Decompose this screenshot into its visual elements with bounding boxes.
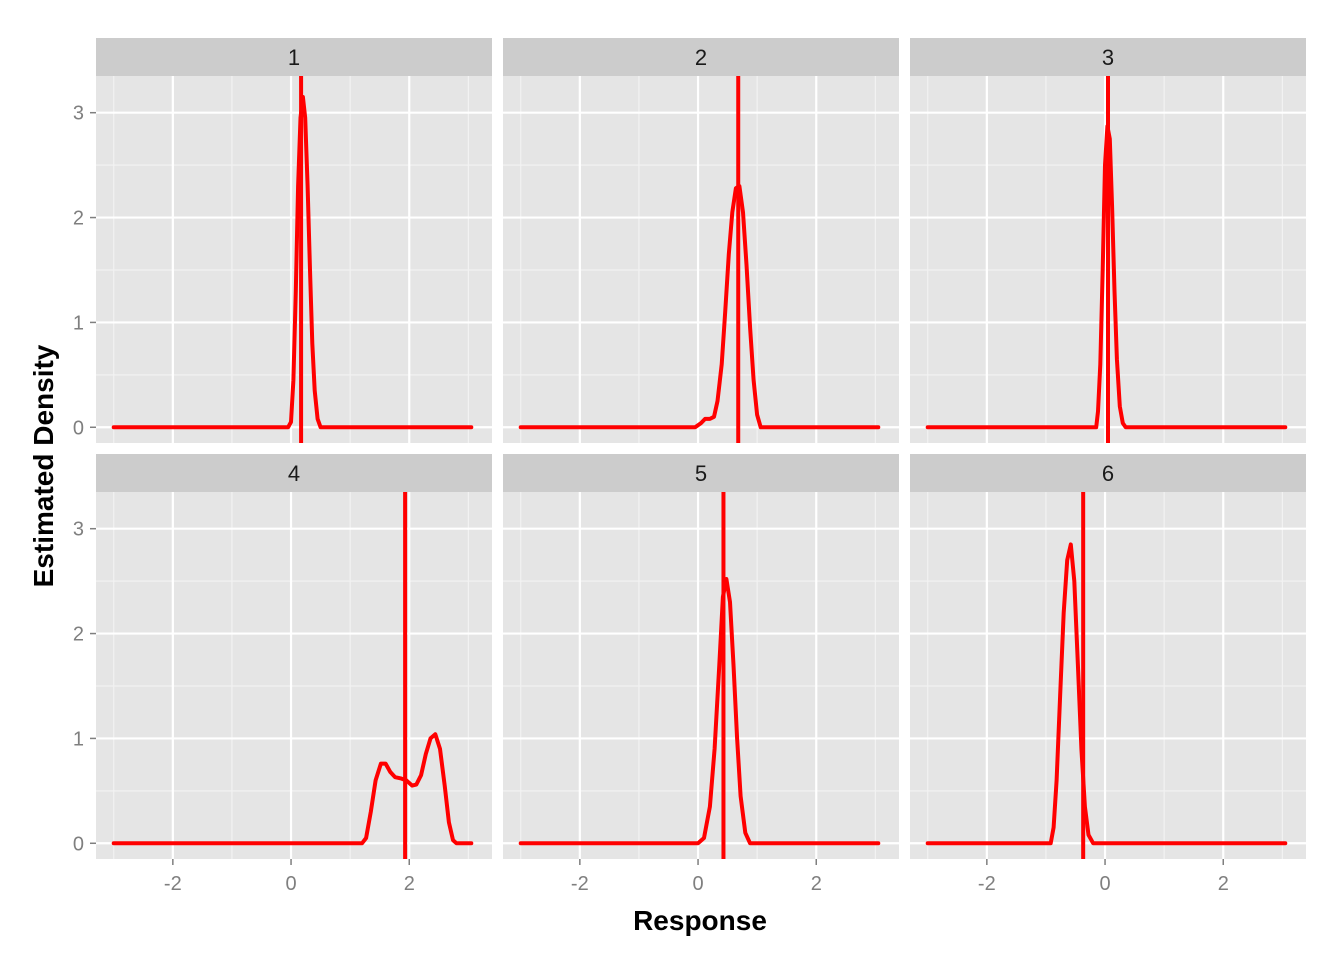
- facet-strip: [503, 38, 899, 76]
- x-tick-label: 0: [285, 873, 296, 895]
- facet-strip: [96, 38, 492, 76]
- facet-strip-label: 6: [1102, 461, 1114, 486]
- density-curve: [518, 577, 881, 846]
- facet-panels: 1 2 3 4 5 6: [96, 38, 1306, 859]
- facet-panel-2: 2: [503, 38, 899, 443]
- y-tick-label: 0: [73, 417, 84, 439]
- x-tick-label: -2: [571, 873, 589, 895]
- facet-strip-label: 1: [288, 45, 300, 70]
- x-tick-label: 2: [404, 873, 415, 895]
- x-tick-label: -2: [164, 873, 182, 895]
- density-curve: [925, 542, 1288, 846]
- facet-strip-label: 5: [695, 461, 707, 486]
- panel-background: [503, 76, 899, 443]
- facet-panel-4: 4: [96, 454, 492, 859]
- x-tick-label: 2: [811, 873, 822, 895]
- facet-strip: [910, 454, 1306, 492]
- facet-panel-3: 3: [910, 38, 1306, 443]
- facet-strip-label: 2: [695, 45, 707, 70]
- facet-panel-6: 6: [910, 454, 1306, 859]
- x-tick-label: 0: [1099, 873, 1110, 895]
- axes: 0 1 2 3 0 1 2 3 -2 0 2 -2 0 2 -2 0 2: [73, 103, 1229, 895]
- y-tick-label: 1: [73, 312, 84, 334]
- y-tick-label: 2: [73, 624, 84, 646]
- panel-background: [503, 492, 899, 859]
- y-tick-label: 3: [73, 103, 84, 125]
- panel-background: [910, 492, 1306, 859]
- y-tick-label: 2: [73, 208, 84, 230]
- facet-strip-label: 4: [288, 461, 300, 486]
- panel-background: [96, 492, 492, 859]
- facet-strip: [96, 454, 492, 492]
- facet-panel-5: 5: [503, 454, 899, 859]
- y-tick-label: 1: [73, 728, 84, 750]
- x-tick-label: 2: [1218, 873, 1229, 895]
- x-tick-label: -2: [978, 873, 996, 895]
- facet-strip-label: 3: [1102, 45, 1114, 70]
- x-axis-title: Response: [633, 905, 767, 936]
- density-curve: [111, 732, 474, 846]
- y-tick-label: 0: [73, 833, 84, 855]
- y-tick-label: 3: [73, 519, 84, 541]
- density-curve: [111, 95, 474, 430]
- density-curve: [518, 184, 881, 430]
- facet-strip: [910, 38, 1306, 76]
- x-tick-label: 0: [692, 873, 703, 895]
- facet-panel-1: 1: [96, 38, 492, 443]
- facet-strip: [503, 454, 899, 492]
- y-axis-title: Estimated Density: [28, 344, 59, 587]
